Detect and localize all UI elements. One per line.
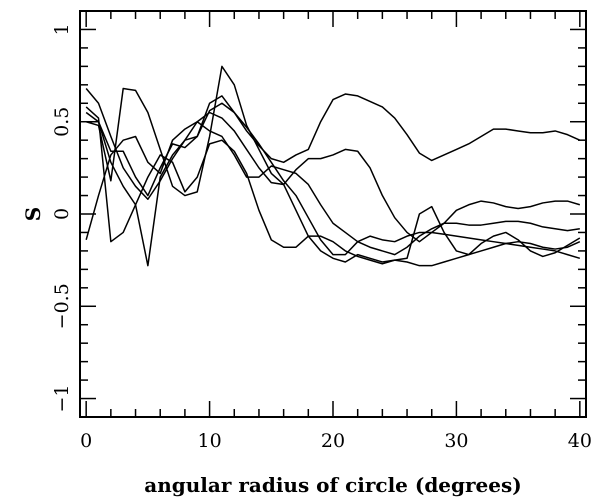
y-tick-labels: −1 −0.5 0 0.5 1 (51, 23, 73, 412)
y-tick-label-0-5: 0.5 (51, 107, 73, 137)
series-line-5 (85, 106, 581, 265)
x-axis-label: angular radius of circle (degrees) (144, 473, 521, 497)
plot-frame (79, 10, 587, 418)
y-axis-label: S (21, 207, 45, 221)
y-tick-label-1: 1 (51, 23, 73, 35)
y-tick-label-minus-1: −1 (51, 385, 73, 413)
x-tick-label-30: 30 (444, 430, 468, 452)
y-tick-label-0: 0 (51, 208, 73, 220)
series-layer (85, 65, 581, 267)
series-line-3 (85, 120, 580, 256)
series-line-6 (85, 65, 581, 267)
x-tick-label-40: 40 (568, 430, 592, 452)
series-line-4 (85, 102, 581, 267)
x-tick-label-10: 10 (197, 430, 221, 452)
y-tick-label-minus-0-5: −0.5 (51, 283, 73, 329)
ticks-layer (80, 11, 586, 417)
x-tick-label-20: 20 (321, 430, 345, 452)
x-tick-label-0: 0 (80, 430, 92, 452)
series-line-2 (85, 88, 581, 243)
x-tick-labels: 0 10 20 30 40 (80, 430, 592, 452)
